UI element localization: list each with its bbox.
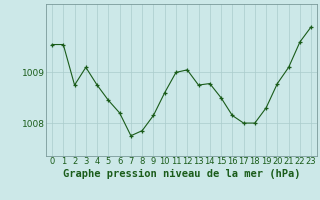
- X-axis label: Graphe pression niveau de la mer (hPa): Graphe pression niveau de la mer (hPa): [63, 169, 300, 179]
